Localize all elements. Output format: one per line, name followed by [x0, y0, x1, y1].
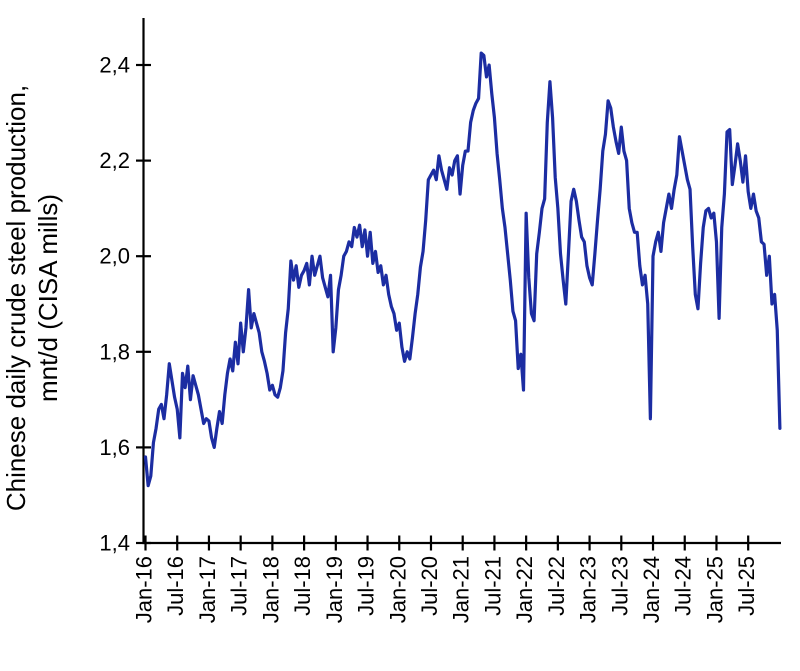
x-tick-label: Jul-16 — [163, 556, 188, 616]
x-tick-label: Jan-22 — [512, 556, 537, 623]
y-tick-label: 1,8 — [99, 339, 130, 364]
x-tick-label: Jan-21 — [449, 556, 474, 623]
x-tick-label: Jul-19 — [354, 556, 379, 616]
y-axis-title: Chinese daily crude steel production, mn… — [1, 85, 63, 511]
x-tick-label: Jul-17 — [227, 556, 252, 616]
y-tick-labels: 1,4 1,6 1,8 2,0 2,2 2,4 — [99, 53, 130, 556]
y-tick-label: 1,4 — [99, 531, 130, 556]
x-tick-label: Jan-16 — [132, 556, 157, 623]
x-tick-label: Jan-25 — [702, 556, 727, 623]
x-tick-label: Jul-22 — [544, 556, 569, 616]
x-tick-label: Jul-21 — [480, 556, 505, 616]
production-line — [143, 51, 782, 488]
y-tick-label: 2,0 — [99, 244, 130, 269]
y-tick-label: 2,2 — [99, 148, 130, 173]
x-tick-label: Jan-18 — [258, 556, 283, 623]
y-tick-label: 1,6 — [99, 435, 130, 460]
x-tick-label: Jan-23 — [576, 556, 601, 623]
axes — [136, 18, 781, 551]
x-tick-label: Jan-19 — [322, 556, 347, 623]
x-tick-label: Jan-20 — [385, 556, 410, 623]
x-tick-labels: Jan-16 Jul-16 Jan-17 Jul-17 Jan-18 Jul-18 Jan-… — [132, 556, 760, 623]
x-tick-label: Jan-24 — [639, 556, 664, 623]
x-tick-label: Jan-17 — [195, 556, 220, 623]
x-tick-label: Jul-25 — [734, 556, 759, 616]
y-tick-label: 2,4 — [99, 53, 130, 78]
y-axis-title-line-1: Chinese daily crude steel production, — [1, 85, 31, 511]
y-axis-title-line-2: mnt/d (CISA mills) — [33, 194, 63, 402]
x-tick-label: Jul-18 — [290, 556, 315, 616]
x-tick-label: Jul-20 — [417, 556, 442, 616]
series-layer — [143, 51, 782, 488]
x-tick-label: Jul-23 — [607, 556, 632, 616]
x-tick-label: Jul-24 — [671, 556, 696, 616]
